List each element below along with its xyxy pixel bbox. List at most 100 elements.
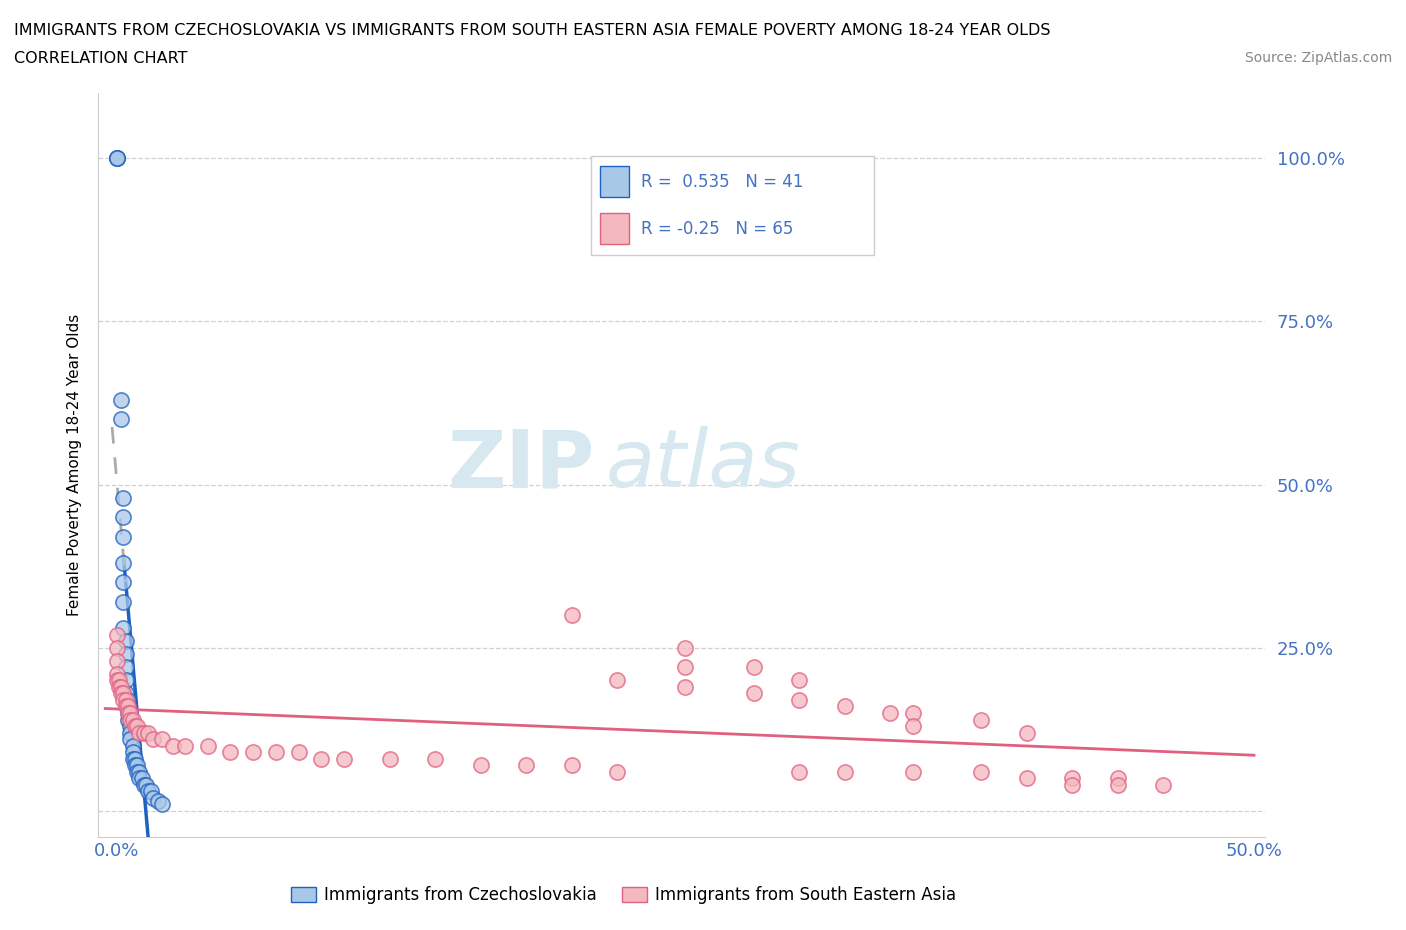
Point: [135, 777, 157, 792]
Point: [112, 490, 135, 505]
Point: [901, 719, 924, 734]
Point: [105, 151, 128, 166]
Point: [112, 693, 135, 708]
Point: [132, 777, 155, 792]
Point: [114, 633, 136, 648]
Point: [124, 719, 146, 734]
Point: [470, 758, 492, 773]
Point: [121, 751, 143, 766]
Point: [787, 673, 810, 688]
Point: [311, 751, 333, 766]
Point: [117, 706, 139, 721]
Point: [142, 790, 165, 805]
Y-axis label: Female Poverty Among 18-24 Year Olds: Female Poverty Among 18-24 Year Olds: [67, 314, 83, 617]
Point: [242, 745, 264, 760]
Point: [108, 680, 131, 695]
Point: [114, 693, 136, 708]
Point: [1015, 771, 1038, 786]
Point: [901, 764, 924, 779]
Point: [120, 725, 142, 740]
Point: [142, 732, 165, 747]
Point: [219, 745, 242, 760]
Point: [162, 738, 184, 753]
Point: [114, 647, 136, 662]
Point: [114, 686, 136, 701]
Point: [561, 758, 583, 773]
Point: [127, 719, 149, 734]
Text: ZIP: ZIP: [447, 426, 595, 504]
Point: [1015, 725, 1038, 740]
Text: CORRELATION CHART: CORRELATION CHART: [14, 51, 187, 66]
Point: [515, 758, 537, 773]
Point: [117, 693, 139, 708]
Point: [150, 797, 173, 812]
Point: [787, 764, 810, 779]
Point: [105, 627, 128, 642]
Point: [117, 706, 139, 721]
Point: [105, 151, 128, 166]
Point: [834, 699, 856, 714]
Point: [108, 673, 131, 688]
Point: [112, 594, 135, 609]
Point: [742, 660, 765, 675]
Point: [120, 732, 142, 747]
Point: [787, 693, 810, 708]
Point: [105, 673, 128, 688]
Point: [132, 725, 155, 740]
Point: [901, 706, 924, 721]
Point: [606, 764, 628, 779]
Point: [112, 510, 135, 525]
Point: [124, 758, 146, 773]
Point: [423, 751, 446, 766]
Point: [114, 699, 136, 714]
Point: [120, 719, 142, 734]
Point: [197, 738, 219, 753]
Point: [110, 680, 132, 695]
Point: [127, 764, 149, 779]
Point: [121, 745, 143, 760]
Point: [117, 699, 139, 714]
Text: Source: ZipAtlas.com: Source: ZipAtlas.com: [1244, 51, 1392, 65]
Point: [287, 745, 309, 760]
Point: [127, 758, 149, 773]
Point: [561, 607, 583, 622]
Point: [138, 725, 160, 740]
Legend: Immigrants from Czechoslovakia, Immigrants from South Eastern Asia: Immigrants from Czechoslovakia, Immigran…: [284, 879, 963, 910]
Point: [114, 660, 136, 675]
Point: [124, 751, 146, 766]
Point: [105, 667, 128, 682]
Point: [121, 712, 143, 727]
Point: [264, 745, 287, 760]
Point: [1152, 777, 1174, 792]
Point: [117, 712, 139, 727]
Point: [173, 738, 195, 753]
Point: [121, 738, 143, 753]
Point: [606, 673, 628, 688]
Point: [112, 529, 135, 544]
Point: [879, 706, 901, 721]
Point: [1107, 777, 1129, 792]
Point: [970, 764, 993, 779]
Point: [131, 771, 153, 786]
Point: [105, 654, 128, 669]
Text: atlas: atlas: [606, 426, 801, 504]
Point: [128, 771, 150, 786]
Point: [150, 732, 173, 747]
Point: [112, 620, 135, 635]
Point: [834, 764, 856, 779]
Point: [673, 680, 696, 695]
Point: [128, 764, 150, 779]
Point: [970, 712, 993, 727]
Point: [378, 751, 401, 766]
Point: [112, 575, 135, 590]
Point: [333, 751, 356, 766]
Point: [112, 555, 135, 570]
Point: [742, 686, 765, 701]
Point: [110, 412, 132, 427]
Point: [146, 793, 169, 808]
Point: [110, 392, 132, 407]
Point: [117, 699, 139, 714]
Point: [120, 706, 142, 721]
Point: [1107, 771, 1129, 786]
Point: [120, 712, 142, 727]
